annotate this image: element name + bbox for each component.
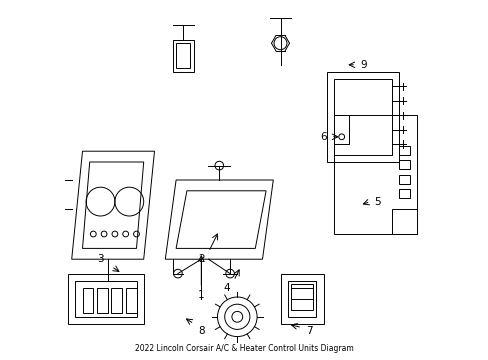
Polygon shape (334, 115, 348, 144)
Text: 1: 1 (198, 290, 204, 300)
Text: 2: 2 (198, 254, 204, 264)
Text: 7: 7 (305, 326, 312, 336)
Bar (125, 288, 136, 313)
Bar (399, 146, 409, 155)
Bar (399, 175, 409, 184)
Text: 9: 9 (359, 60, 366, 70)
Bar (97, 288, 107, 313)
Bar (399, 189, 409, 198)
Text: 6: 6 (320, 132, 326, 142)
Bar (82, 288, 93, 313)
Bar (291, 288, 312, 310)
Text: 8: 8 (198, 326, 204, 336)
Text: 5: 5 (374, 197, 380, 207)
Bar (172, 40, 194, 72)
Polygon shape (391, 209, 416, 234)
Bar (111, 288, 122, 313)
Text: 2022 Lincoln Corsair A/C & Heater Control Units Diagram: 2022 Lincoln Corsair A/C & Heater Contro… (135, 344, 353, 353)
Text: 4: 4 (223, 283, 229, 293)
Bar (176, 43, 190, 68)
Bar (399, 160, 409, 169)
Bar (291, 284, 312, 299)
Text: 3: 3 (97, 254, 103, 264)
